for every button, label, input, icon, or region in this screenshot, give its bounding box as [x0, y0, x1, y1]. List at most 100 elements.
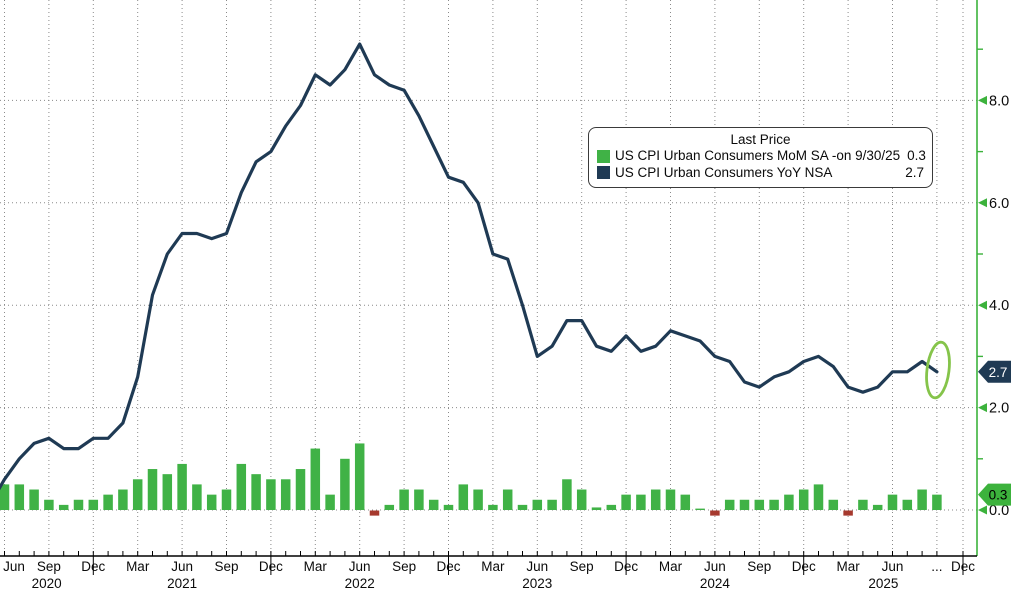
mom-bar — [399, 489, 409, 510]
y-axis-tick-label: 4.0 — [989, 298, 1009, 314]
mom-bar — [443, 504, 454, 510]
mom-bar — [340, 458, 350, 510]
mom-bar — [872, 504, 883, 510]
mom-bar — [147, 469, 158, 510]
mom-bar — [650, 489, 661, 510]
x-axis-month-label: Mar — [836, 559, 860, 574]
mom-bar — [236, 463, 247, 510]
mom-bar — [562, 479, 572, 510]
x-axis-month-label: Mar — [481, 559, 505, 574]
x-axis-year-label: 2022 — [345, 576, 375, 591]
x-axis-month-label: Sep — [747, 559, 771, 574]
x-axis-month-label: Jun — [3, 559, 25, 574]
mom-bar — [206, 494, 217, 510]
mom-bar — [58, 504, 69, 510]
y-axis-tick-label: 8.0 — [989, 93, 1009, 109]
mom-bar — [724, 499, 735, 510]
mom-bar — [192, 484, 202, 510]
mom-bar — [784, 494, 794, 510]
mom-bar — [488, 504, 498, 510]
x-axis-month-label: Jun — [526, 559, 548, 574]
y-axis-tick-arrow-icon — [978, 95, 987, 105]
mom-bar — [591, 507, 602, 510]
legend-title: Last Price — [730, 132, 791, 147]
mom-bar — [858, 499, 868, 510]
mom-bar — [517, 504, 528, 510]
last-price-badge-value: 2.7 — [989, 365, 1008, 380]
yoy-series-value: 2.7 — [905, 164, 924, 180]
mom-bar — [606, 504, 617, 510]
mom-bar — [695, 508, 705, 510]
mom-bar — [280, 479, 291, 510]
mom-bar — [384, 504, 395, 510]
x-axis-month-label: Jun — [704, 559, 726, 574]
mom-bar — [310, 448, 321, 510]
mom-bar — [103, 494, 113, 510]
x-axis-year-label: 2023 — [522, 576, 552, 591]
mom-bar — [887, 494, 898, 510]
y-axis-tick-label: 0.0 — [989, 503, 1009, 519]
x-axis-year-label: 2024 — [700, 576, 731, 591]
mom-bar — [414, 489, 424, 510]
mom-bar — [754, 499, 765, 510]
y-axis-tick-arrow-icon — [978, 198, 987, 208]
mom-bar — [0, 484, 10, 510]
x-axis-month-label: Sep — [214, 559, 238, 574]
x-axis-month-label: Sep — [392, 559, 416, 574]
last-price-badge — [978, 360, 1011, 383]
mom-bar-negative — [369, 510, 380, 516]
mom-bar — [14, 484, 25, 510]
mom-bar — [458, 484, 469, 510]
highlight-ellipse-icon — [925, 340, 951, 400]
legend-row-mom[interactable]: US CPI Urban Consumers MoM SA - on 9/30/… — [597, 148, 926, 165]
mom-bar — [502, 489, 513, 510]
mom-bar — [576, 489, 587, 510]
mom-bar — [44, 499, 54, 510]
yoy-series-label: US CPI Urban Consumers YoY NSA — [615, 164, 833, 180]
mom-bar — [532, 499, 543, 510]
mom-series-value: 0.3 — [907, 148, 926, 163]
x-axis-month-label: Mar — [126, 559, 150, 574]
legend-box: Last Price US CPI Urban Consumers MoM SA… — [588, 127, 933, 188]
x-axis-month-label: Sep — [37, 559, 61, 574]
last-price-badge-value: 0.3 — [989, 488, 1008, 503]
mom-bar — [251, 474, 261, 510]
mom-bar — [354, 443, 365, 510]
mom-bar-negative — [843, 510, 853, 516]
mom-bar — [177, 463, 187, 510]
y-axis-tick-label: 2.0 — [989, 401, 1009, 417]
x-axis-month-label: Mar — [304, 559, 328, 574]
y-axis-tick-arrow-icon — [978, 403, 987, 413]
mom-bar — [73, 499, 84, 510]
x-axis-month-label: Sep — [570, 559, 594, 574]
mom-bar — [932, 494, 942, 510]
mom-bar — [828, 499, 839, 510]
y-axis-tick-arrow-icon — [978, 300, 987, 310]
mom-bar — [902, 499, 913, 510]
mom-bar — [665, 489, 676, 510]
y-axis-tick-label: 6.0 — [989, 196, 1009, 212]
mom-bar — [680, 494, 691, 510]
mom-bar — [221, 489, 232, 510]
mom-bar — [295, 469, 306, 510]
mom-bar — [266, 479, 276, 510]
legend-row-yoy[interactable]: US CPI Urban Consumers YoY NSA 2.7 — [597, 165, 924, 182]
yoy-series-swatch-icon — [597, 166, 610, 180]
mom-bar — [739, 499, 750, 510]
x-axis-month-label: Jun — [882, 559, 904, 574]
mom-bar — [118, 489, 128, 510]
mom-bar — [798, 489, 809, 510]
x-axis-month-label: Jun — [171, 559, 193, 574]
last-price-badge — [978, 483, 1011, 506]
x-axis-month-label: ... — [931, 559, 942, 574]
y-axis-tick-arrow-icon — [978, 505, 987, 515]
yoy-line — [0, 42, 939, 491]
mom-series-label: US CPI Urban Consumers MoM SA - — [615, 148, 837, 163]
mom-bar — [813, 484, 824, 510]
mom-bar — [636, 494, 646, 510]
mom-bar-negative — [710, 510, 720, 516]
mom-bar — [88, 499, 99, 510]
mom-bar — [547, 499, 557, 510]
mom-series-date: on 9/30/25 — [836, 148, 901, 163]
